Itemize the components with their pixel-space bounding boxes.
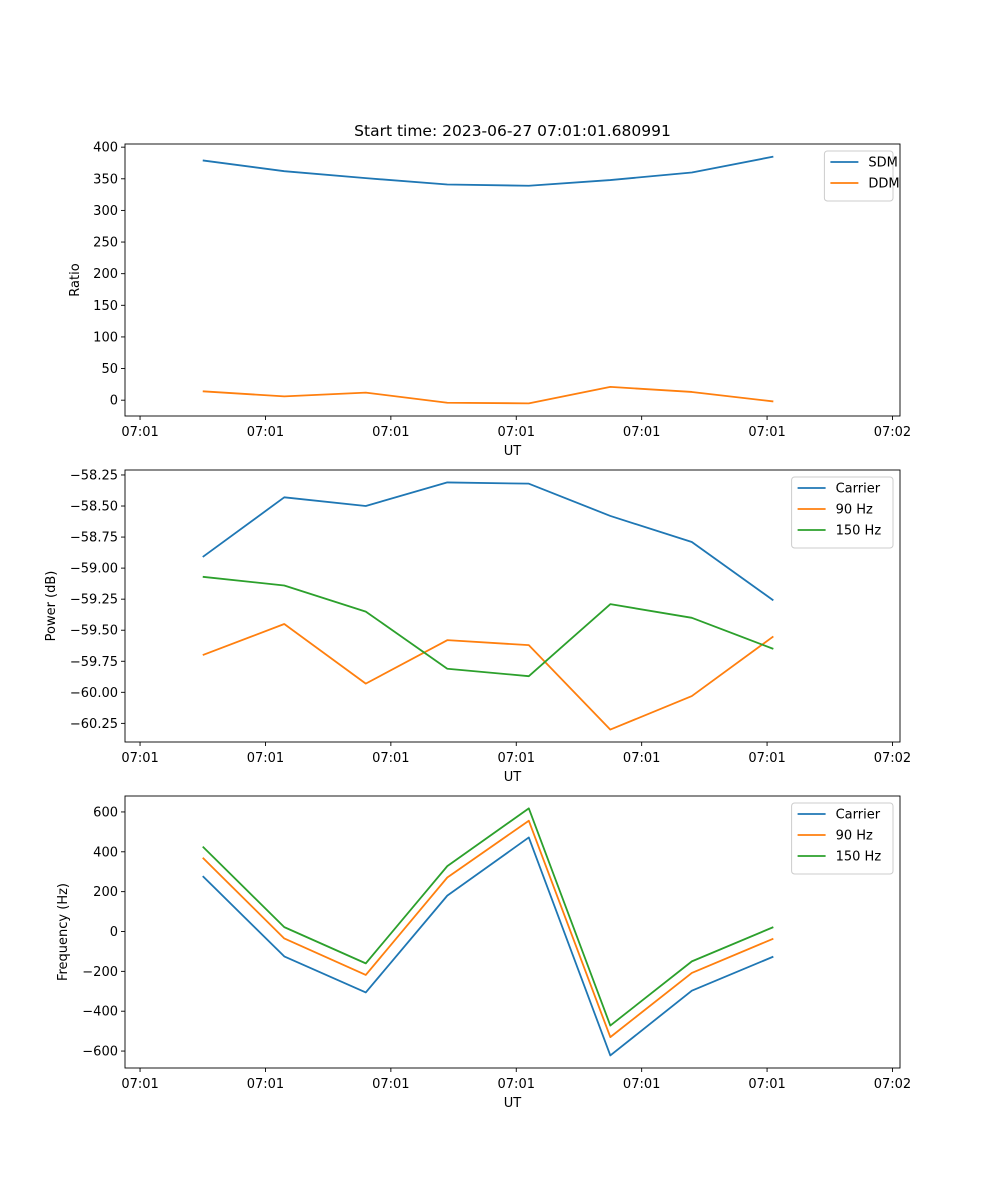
- x-tick-label: 07:01: [121, 751, 158, 766]
- y-tick-label: −58.75: [70, 531, 118, 546]
- x-tick-label: 07:01: [247, 425, 284, 440]
- x-tick-label: 07:02: [874, 751, 911, 766]
- y-tick-label: 400: [93, 845, 118, 860]
- y-tick-label: 50: [101, 362, 118, 377]
- x-tick-label: 07:01: [498, 425, 535, 440]
- x-tick-label: 07:01: [623, 425, 660, 440]
- x-tick-label: 07:01: [498, 1077, 535, 1092]
- y-tick-label: −60.00: [70, 686, 118, 701]
- legend-label: 90 Hz: [836, 503, 873, 518]
- axes-frame: [124, 469, 901, 743]
- x-tick-label: 07:01: [623, 751, 660, 766]
- x-axis-label: UT: [504, 1096, 522, 1111]
- y-axis-label: Frequency (Hz): [56, 883, 71, 981]
- plot-panel-3: −600 −400 −200 0 200 400 600 07:01 07:01 07:01 07:…: [56, 795, 911, 1111]
- series-line-150-hz: [202, 575, 774, 678]
- series-line-ddm: [202, 385, 774, 405]
- y-axis-label: Power (dB): [44, 571, 59, 642]
- x-tick-label: 07:01: [498, 751, 535, 766]
- y-tick-label: 0: [110, 394, 118, 409]
- y-tick-label: 150: [93, 299, 118, 314]
- y-tick-label: 300: [93, 204, 118, 219]
- y-tick-label: −200: [82, 965, 118, 980]
- legend-label: 90 Hz: [836, 829, 873, 844]
- series-line-sdm: [202, 155, 774, 187]
- y-tick-label: −58.50: [70, 500, 118, 515]
- y-tick-label: 0: [110, 925, 118, 940]
- y-tick-label: 200: [93, 267, 118, 282]
- legend-label: Carrier: [836, 808, 881, 823]
- legend-label: Carrier: [836, 482, 881, 497]
- y-tick-label: 350: [93, 172, 118, 187]
- legend-label: DDM: [868, 177, 899, 192]
- x-tick-label: 07:01: [121, 425, 158, 440]
- plot-panel-1: 0 50 100 150 200 250 300 350 400 07:01 07:01 07:01 0…: [68, 141, 911, 459]
- legend: Carrier 90 Hz 150 Hz: [791, 802, 894, 875]
- x-axis-label: UT: [504, 770, 522, 785]
- y-tick-label: 200: [93, 885, 118, 900]
- x-tick-label: 07:01: [247, 751, 284, 766]
- x-tick-label: 07:01: [748, 1077, 785, 1092]
- y-tick-label: −59.25: [70, 593, 118, 608]
- y-tick-label: 250: [93, 236, 118, 251]
- y-tick-label: −59.00: [70, 562, 118, 577]
- legend-label: SDM: [868, 156, 897, 171]
- y-axis-label: Ratio: [68, 263, 83, 296]
- y-tick-label: −60.25: [70, 717, 118, 732]
- x-tick-label: 07:01: [623, 1077, 660, 1092]
- plot-panel-2: −60.25 −60.00 −59.75 −59.50 −59.25 −59.00 −58.…: [44, 468, 911, 785]
- y-tick-label: −59.50: [70, 624, 118, 639]
- y-tick-label: 100: [93, 330, 118, 345]
- y-tick-label: 400: [93, 141, 118, 156]
- x-tick-label: 07:01: [372, 1077, 409, 1092]
- legend-label: 150 Hz: [836, 850, 882, 865]
- plots-container: 0 50 100 150 200 250 300 350 400 07:01 07:01 07:01 0…: [44, 141, 911, 1111]
- x-axis-label: UT: [504, 444, 522, 459]
- x-tick-label: 07:01: [121, 1077, 158, 1092]
- legend-label: 150 Hz: [836, 524, 882, 539]
- legend: SDM DDM: [823, 150, 900, 202]
- axes-frame: [124, 795, 901, 1069]
- x-tick-label: 07:02: [874, 425, 911, 440]
- y-tick-label: −58.25: [70, 468, 118, 483]
- axes-frame: [124, 143, 901, 417]
- y-tick-label: −600: [82, 1045, 118, 1060]
- series-line-90-hz: [202, 623, 774, 731]
- series-line-150-hz: [202, 807, 774, 1027]
- x-tick-label: 07:01: [372, 425, 409, 440]
- x-tick-label: 07:01: [748, 425, 785, 440]
- legend: Carrier 90 Hz 150 Hz: [791, 476, 894, 549]
- y-tick-label: 600: [93, 805, 118, 820]
- x-tick-label: 07:01: [748, 751, 785, 766]
- x-tick-label: 07:02: [874, 1077, 911, 1092]
- x-tick-label: 07:01: [247, 1077, 284, 1092]
- series-line-90-hz: [202, 819, 774, 1039]
- y-tick-label: −59.75: [70, 655, 118, 670]
- legend-box: [823, 150, 894, 202]
- x-tick-label: 07:01: [372, 751, 409, 766]
- series-line-carrier: [202, 481, 774, 602]
- y-tick-label: −400: [82, 1005, 118, 1020]
- series-line-carrier: [202, 836, 774, 1057]
- figure-title: Start time: 2023-06-27 07:01:01.680991: [354, 122, 671, 140]
